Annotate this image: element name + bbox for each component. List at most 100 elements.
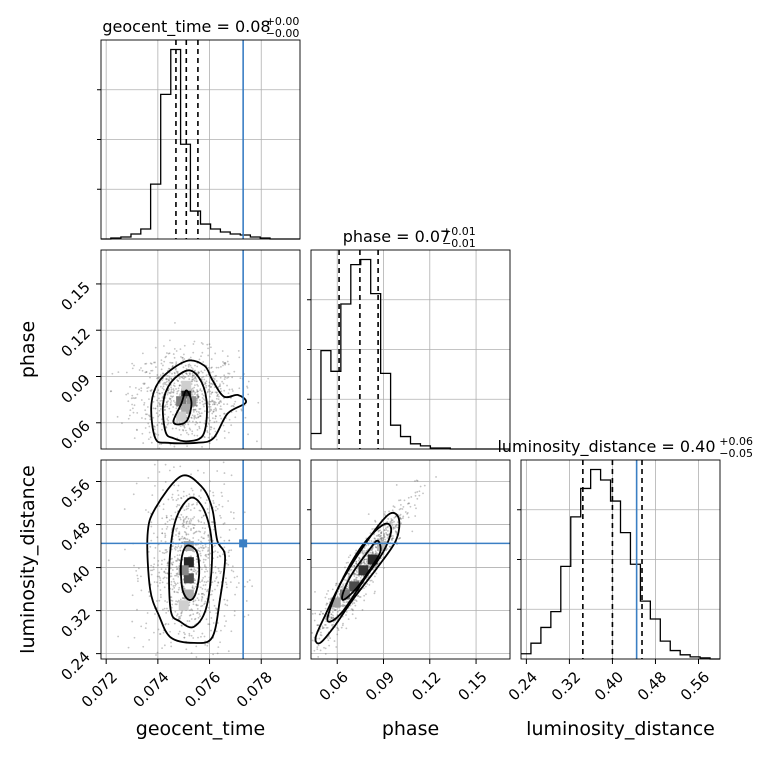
sample-dot (347, 561, 349, 564)
sample-dot (199, 407, 202, 410)
sample-dot (180, 611, 183, 614)
sample-dot (195, 380, 198, 383)
sample-dot (145, 509, 147, 511)
sample-dot (194, 416, 197, 419)
sample-dot (205, 386, 207, 389)
sample-dot (158, 414, 161, 416)
sample-dot (164, 463, 167, 466)
sample-dot (140, 389, 143, 392)
sample-dot (219, 399, 222, 402)
sample-dot (174, 663, 176, 665)
sample-dot (127, 453, 129, 455)
density-block-1-1 (183, 573, 194, 584)
sample-dot (363, 587, 365, 590)
sample-dot (178, 554, 181, 556)
sample-dot (389, 545, 392, 548)
sample-dot (185, 533, 188, 536)
sample-dot (188, 427, 191, 430)
sample-dot (212, 551, 215, 554)
sample-dot (195, 573, 198, 576)
sample-dot (212, 571, 215, 574)
sample-dot (177, 588, 180, 591)
sample-dot (327, 639, 330, 642)
sample-dot (127, 392, 129, 395)
sample-dot (161, 399, 163, 402)
xtick-label-geocent_time-2: 0.076 (181, 668, 224, 711)
sample-dot (326, 626, 329, 629)
sample-dot (382, 537, 385, 540)
sample-dot (207, 390, 209, 393)
sample-dot (369, 564, 372, 567)
sample-dot (193, 374, 196, 377)
sample-dot (203, 435, 205, 438)
sample-dot (191, 380, 193, 382)
sample-dot (175, 574, 178, 577)
sample-dot (195, 417, 198, 419)
sample-dot (195, 572, 198, 574)
sample-dot (194, 569, 197, 572)
sample-dot (226, 377, 228, 379)
sample-dot (133, 397, 136, 400)
sample-dot (189, 518, 192, 521)
density-block-0-0 (181, 388, 192, 399)
sample-dot (223, 430, 226, 433)
sample-dot (175, 559, 177, 562)
sample-dot (168, 377, 171, 379)
sample-dot (217, 622, 219, 624)
sample-dot (371, 549, 374, 551)
sample-dot (148, 595, 151, 598)
sample-dot (183, 377, 185, 380)
sample-dot (170, 378, 173, 380)
sample-dot (178, 586, 181, 589)
sample-dot (340, 626, 343, 629)
sample-dot (361, 550, 364, 553)
sample-dot (386, 534, 389, 537)
sample-dot (195, 558, 198, 561)
sample-dot (175, 560, 178, 562)
density-panel-geocent_time-phase (101, 250, 300, 455)
sample-dot (347, 618, 350, 621)
x-axis-label-geocent_time: geocent_time (136, 718, 265, 740)
sample-dot (158, 571, 161, 574)
sample-dot (204, 399, 206, 402)
sample-dot (188, 493, 191, 496)
sample-dot (182, 429, 185, 432)
sample-dot (189, 372, 192, 375)
sample-dot (197, 372, 200, 374)
sample-dot (166, 564, 169, 567)
sample-dot (227, 431, 230, 434)
sample-dot (161, 701, 163, 703)
sample-dot (306, 643, 308, 645)
sample-dot (179, 598, 182, 601)
panel-title-luminosity_distance: luminosity_distance = 0.40 (497, 437, 715, 457)
ytick-label-luminosity_distance-4: 0.56 (57, 476, 93, 512)
sample-dot (336, 626, 339, 629)
sample-dot (173, 372, 176, 375)
sample-dot (197, 636, 199, 639)
sample-dot (228, 555, 231, 557)
sample-dot (195, 410, 198, 413)
sample-dot (217, 395, 220, 398)
sample-dot (227, 363, 230, 366)
sample-dot (215, 420, 218, 423)
sample-dot (159, 385, 162, 388)
sample-dot (227, 563, 230, 566)
sample-dot (339, 586, 342, 589)
sample-dot (109, 390, 112, 393)
sample-dot (209, 428, 212, 431)
sample-dot (194, 423, 197, 426)
sample-dot (170, 572, 172, 575)
sample-dot (207, 405, 210, 408)
sample-dot (197, 416, 200, 419)
sample-dot (160, 405, 163, 408)
sample-dot (206, 391, 209, 394)
sample-dot (248, 666, 250, 668)
sample-dot (150, 573, 153, 576)
sample-dot (185, 522, 188, 525)
hist-frame-luminosity_distance (520, 459, 721, 660)
sample-dot (180, 612, 183, 615)
sample-dot (215, 608, 218, 611)
sample-dot (353, 573, 356, 576)
sample-dot (214, 401, 217, 404)
sample-dot (173, 466, 175, 469)
